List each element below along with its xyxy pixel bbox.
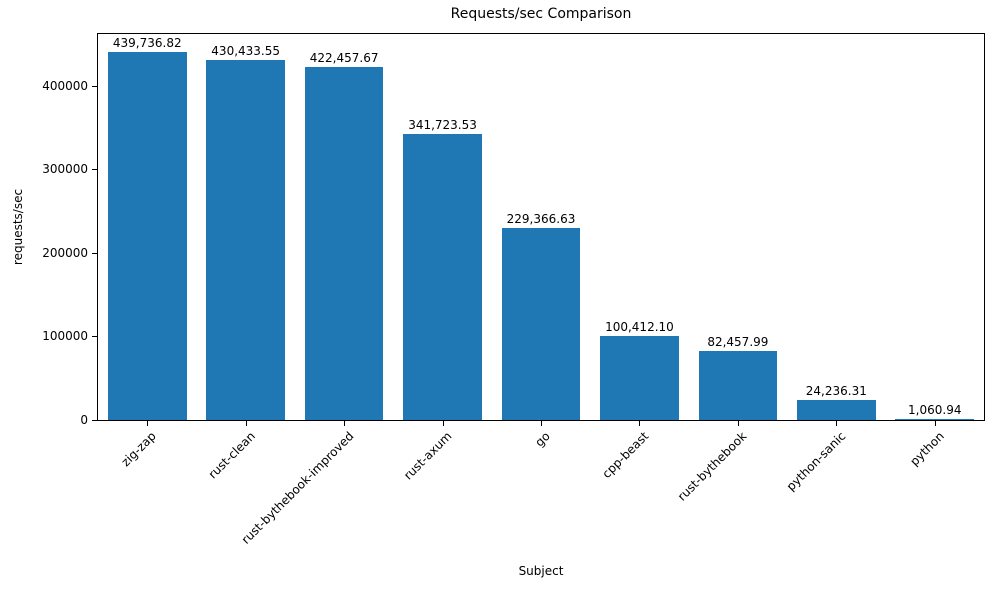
bar-value-label: 1,060.94 [908, 403, 962, 417]
x-tick-mark [934, 421, 936, 426]
y-tick-label: 400000 [42, 78, 88, 93]
x-tick-label-go: go [532, 429, 553, 450]
x-tick-mark [245, 421, 247, 426]
plot-area: 439,736.82 430,433.55 422,457.67 341,723.53… [97, 33, 985, 421]
bar-value-label: 430,433.55 [211, 44, 281, 59]
y-tick-label: 100000 [42, 329, 88, 344]
x-axis-label: Subject [518, 564, 564, 578]
y-tick-mark [92, 252, 97, 254]
bar-value-label: 229,366.63 [506, 212, 576, 227]
bar-rust-bythebook-improved [304, 66, 384, 420]
bar-python-sanic [796, 399, 876, 420]
x-tick-label-cpp-beast: cpp-beast [599, 429, 652, 481]
x-tick-mark [147, 421, 149, 426]
bar-cpp-beast [600, 336, 679, 420]
bar-zig-zap [107, 52, 187, 420]
x-tick-label-rust-bythebook-improved: rust-bythebook-improved [238, 429, 357, 547]
y-tick-mark [92, 336, 97, 338]
bar-value-label: 82,457.99 [707, 335, 769, 350]
y-tick-label: 300000 [42, 162, 88, 177]
bar-value-label: 100,412.10 [605, 320, 674, 335]
chart-title: Requests/sec Comparison [450, 6, 632, 22]
x-tick-mark [737, 421, 739, 426]
y-tick-mark [92, 169, 97, 171]
y-tick-label: 0 [80, 413, 88, 427]
x-tick-label-python: python [907, 429, 947, 469]
x-tick-mark [541, 421, 542, 426]
x-tick-mark [344, 421, 346, 426]
y-tick-mark [92, 85, 97, 87]
x-tick-label-rust-axum: rust-axum [401, 429, 455, 483]
x-tick-label-rust-bythebook: rust-bythebook [675, 429, 750, 504]
x-tick-label-zig-zap: zig-zap [118, 429, 160, 470]
x-tick-mark [836, 421, 838, 426]
bar-value-label: 439,736.82 [112, 36, 182, 51]
bars-layer: 439,736.82 430,433.55 422,457.67 341,723.53… [98, 34, 984, 420]
bar-value-label: 422,457.67 [309, 50, 379, 65]
x-tick-label-python-sanic: python-sanic [783, 429, 849, 494]
bar-value-label: 341,723.53 [408, 118, 477, 133]
bar-rust-axum [403, 134, 482, 420]
bar-rust-bythebook [698, 351, 778, 420]
bar-go [501, 228, 581, 420]
x-tick-label-rust-clean: rust-clean [205, 429, 258, 482]
x-tick-mark [442, 421, 444, 426]
y-tick-mark [92, 420, 97, 421]
x-tick-mark [639, 421, 641, 426]
bar-python [895, 419, 975, 420]
bar-rust-clean [206, 60, 286, 420]
bar-value-label: 24,236.31 [805, 383, 867, 398]
y-tick-label: 200000 [42, 245, 88, 260]
